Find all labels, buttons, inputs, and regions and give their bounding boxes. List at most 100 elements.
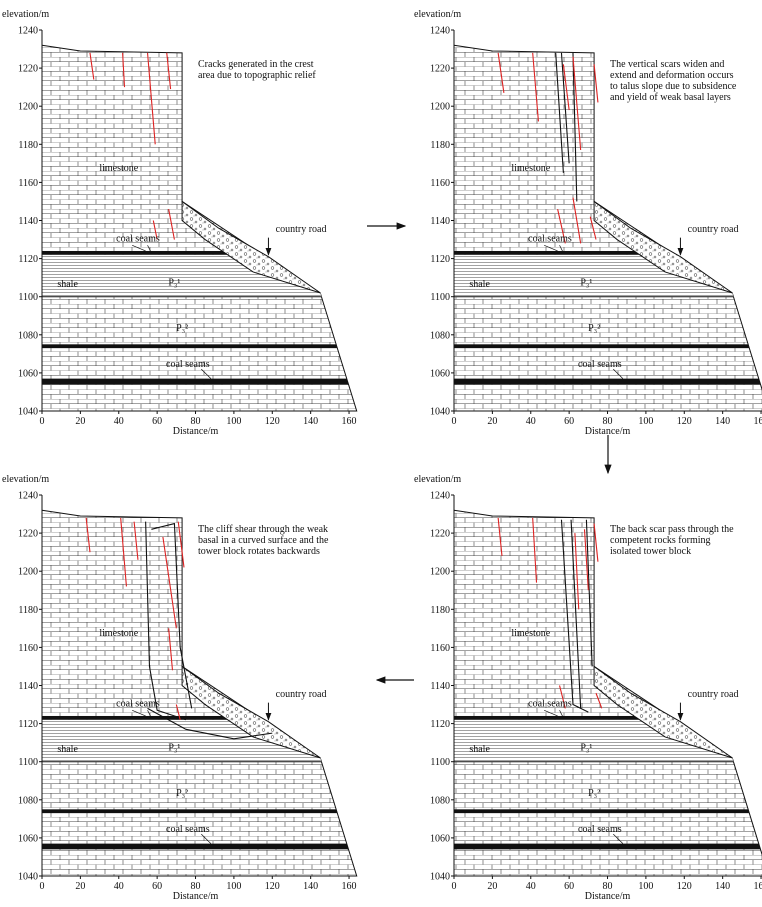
coal-seam bbox=[42, 809, 357, 814]
y-tick-label: 1160 bbox=[430, 643, 450, 654]
x-tick-label: 0 bbox=[40, 416, 45, 427]
y-tick-label: 1140 bbox=[18, 681, 38, 692]
coal-seam bbox=[454, 843, 762, 850]
y-tick-label: 1180 bbox=[430, 140, 450, 151]
crack bbox=[146, 52, 156, 145]
coal-seam bbox=[42, 250, 357, 255]
y-tick-label: 1120 bbox=[18, 719, 38, 730]
x-tick-label: 140 bbox=[715, 416, 730, 427]
label-p-lower: P₃² bbox=[588, 323, 600, 334]
y-tick-label: 1060 bbox=[430, 833, 450, 844]
coal-seam bbox=[42, 715, 357, 720]
y-tick-label: 1160 bbox=[430, 178, 450, 189]
x-axis-label: Distance/m bbox=[173, 891, 219, 902]
x-tick-label: 160 bbox=[342, 416, 357, 427]
label-shale: shale bbox=[57, 744, 78, 755]
y-tick-label: 1080 bbox=[430, 795, 450, 806]
leader bbox=[132, 709, 146, 717]
y-tick-label: 1120 bbox=[430, 254, 450, 265]
leader bbox=[559, 710, 564, 719]
y-tick-label: 1080 bbox=[18, 795, 38, 806]
x-tick-label: 120 bbox=[677, 881, 692, 892]
label-limestone: limestone bbox=[99, 163, 138, 174]
talus-slope bbox=[593, 665, 733, 759]
label-limestone: limestone bbox=[511, 628, 550, 639]
caption: basal in a curved surface and the bbox=[198, 535, 329, 546]
x-tick-label: 20 bbox=[75, 416, 85, 427]
y-tick-label: 1220 bbox=[430, 64, 450, 75]
x-tick-label: 80 bbox=[603, 416, 613, 427]
caption: and yield of weak basal layers bbox=[610, 92, 731, 103]
x-tick-label: 120 bbox=[265, 416, 280, 427]
leader bbox=[201, 368, 212, 379]
y-tick-label: 1240 bbox=[430, 26, 450, 37]
coal-seam bbox=[42, 344, 357, 349]
scar-line bbox=[560, 519, 589, 713]
x-tick-label: 140 bbox=[303, 416, 318, 427]
x-tick-label: 160 bbox=[754, 881, 762, 892]
y-tick-label: 1180 bbox=[430, 605, 450, 616]
crack bbox=[168, 628, 174, 671]
talus-slope bbox=[181, 665, 321, 759]
crack bbox=[557, 208, 566, 244]
y-tick-label: 1120 bbox=[18, 254, 38, 265]
talus-slope bbox=[593, 200, 733, 294]
x-axis-label: Distance/m bbox=[173, 426, 219, 437]
y-tick-label: 1200 bbox=[430, 567, 450, 578]
y-tick-label: 1160 bbox=[18, 178, 38, 189]
x-tick-label: 100 bbox=[638, 416, 653, 427]
panel: 1040106010801100112011401160118012001220… bbox=[2, 474, 358, 902]
y-tick-label: 1100 bbox=[18, 292, 38, 303]
x-tick-label: 0 bbox=[40, 881, 45, 892]
y-tick-label: 1180 bbox=[18, 605, 38, 616]
crack bbox=[589, 216, 597, 240]
y-tick-label: 1240 bbox=[430, 491, 450, 502]
label-shale: shale bbox=[57, 279, 78, 290]
leader bbox=[613, 368, 624, 379]
coal-seam bbox=[454, 378, 762, 385]
scar-line bbox=[560, 52, 570, 164]
label-coal-lower: coal seams bbox=[578, 359, 622, 370]
panel: 1040106010801100112011401160118012001220… bbox=[414, 474, 762, 902]
scar-line bbox=[585, 519, 593, 667]
y-tick-label: 1140 bbox=[430, 216, 450, 227]
shale-layer bbox=[42, 254, 357, 297]
x-tick-label: 100 bbox=[226, 881, 241, 892]
caption: Cracks generated in the crest bbox=[198, 59, 314, 70]
label-p-upper: P₃¹ bbox=[580, 277, 592, 288]
y-tick-label: 1060 bbox=[18, 368, 38, 379]
x-tick-label: 140 bbox=[715, 881, 730, 892]
crack bbox=[497, 517, 503, 557]
y-axis-label: elevation/m bbox=[414, 474, 461, 485]
label-coal-upper: coal seams bbox=[528, 233, 572, 244]
y-tick-label: 1220 bbox=[18, 64, 38, 75]
label-shale: shale bbox=[469, 744, 490, 755]
y-tick-label: 1240 bbox=[18, 26, 38, 37]
x-tick-label: 40 bbox=[526, 881, 536, 892]
caption: isolated tower block bbox=[610, 546, 691, 557]
x-tick-label: 120 bbox=[265, 881, 280, 892]
x-tick-label: 60 bbox=[152, 881, 162, 892]
label-p-upper: P₃¹ bbox=[168, 277, 180, 288]
x-tick-label: 160 bbox=[342, 881, 357, 892]
x-tick-label: 100 bbox=[226, 416, 241, 427]
crack bbox=[532, 517, 538, 583]
y-tick-label: 1120 bbox=[430, 719, 450, 730]
x-tick-label: 0 bbox=[452, 881, 457, 892]
y-tick-label: 1240 bbox=[18, 491, 38, 502]
crack bbox=[532, 52, 539, 122]
crack bbox=[497, 52, 505, 93]
label-coal-upper: coal seams bbox=[116, 698, 160, 709]
crack bbox=[572, 56, 582, 151]
y-tick-label: 1200 bbox=[430, 102, 450, 113]
y-tick-label: 1220 bbox=[18, 529, 38, 540]
label-coal-lower: coal seams bbox=[578, 824, 622, 835]
y-tick-label: 1040 bbox=[18, 407, 38, 418]
label-coal-lower: coal seams bbox=[166, 359, 210, 370]
crack bbox=[562, 64, 570, 111]
y-tick-label: 1080 bbox=[430, 330, 450, 341]
leader bbox=[544, 244, 558, 252]
coal-seam bbox=[454, 809, 762, 814]
label-p-lower: P₃² bbox=[588, 788, 600, 799]
x-tick-label: 160 bbox=[754, 416, 762, 427]
